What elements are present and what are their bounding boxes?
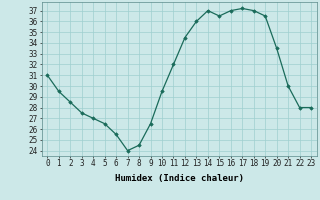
X-axis label: Humidex (Indice chaleur): Humidex (Indice chaleur)	[115, 174, 244, 183]
